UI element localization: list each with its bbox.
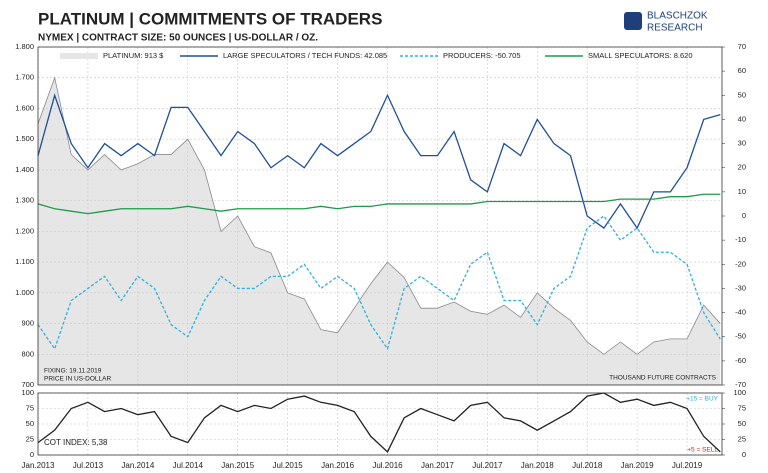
y2-tick-label: 25 bbox=[738, 434, 746, 443]
y-tick-label: 1.500 bbox=[15, 134, 34, 143]
series-line bbox=[37, 93, 721, 230]
x-tick-label: Jul.2015 bbox=[273, 461, 304, 470]
annotation: COT INDEX: 5,38 bbox=[44, 438, 108, 447]
y2-tick-label: 0 bbox=[742, 450, 746, 459]
y2-tick-label: 0 bbox=[742, 211, 746, 220]
series-line bbox=[37, 392, 721, 453]
y-tick-label: 1.200 bbox=[15, 226, 34, 235]
x-tick-label: Jul.2016 bbox=[372, 461, 403, 470]
chart-title: PLATINUM | COMMITMENTS OF TRADERS bbox=[38, 9, 382, 28]
x-tick-label: Jul.2019 bbox=[672, 461, 703, 470]
y-tick-label: 100 bbox=[21, 388, 34, 397]
y2-tick-label: 20 bbox=[738, 163, 746, 172]
y-tick-label: 1.800 bbox=[15, 42, 34, 51]
area-fill bbox=[38, 77, 721, 386]
y2-tick-label: 50 bbox=[738, 90, 746, 99]
y2-tick-label: 60 bbox=[738, 66, 746, 75]
y2-tick-label: -70 bbox=[735, 380, 746, 389]
y2-tick-label: -10 bbox=[735, 235, 746, 244]
x-tick-label: Jul.2014 bbox=[173, 461, 204, 470]
y2-tick-label: -60 bbox=[735, 356, 746, 365]
logo-text: RESEARCH bbox=[647, 23, 703, 34]
y-tick-label: 1.600 bbox=[15, 103, 34, 112]
plot-frame bbox=[37, 392, 723, 456]
x-tick-label: Jan.2016 bbox=[321, 461, 354, 470]
x-tick-label: Jul.2013 bbox=[73, 461, 104, 470]
y2-tick-label: -20 bbox=[735, 259, 746, 268]
y-tick-label: 1.700 bbox=[15, 73, 34, 82]
logo: BLASCHZOK RESEARCH bbox=[624, 11, 708, 34]
y-tick-label: 1.400 bbox=[15, 165, 34, 174]
x-tick-label: Jul.2017 bbox=[472, 461, 503, 470]
y-tick-label: 800 bbox=[21, 349, 34, 358]
legend-label: PRODUCERS: -50.705 bbox=[443, 51, 521, 60]
y-tick-label: 75 bbox=[26, 403, 34, 412]
y-tick-label: 0 bbox=[30, 450, 34, 459]
legend-label: PLATINUM: 913 $ bbox=[103, 51, 164, 60]
y2-tick-label: 30 bbox=[738, 139, 746, 148]
y-tick-label: 900 bbox=[21, 319, 34, 328]
y2-tick-label: 100 bbox=[733, 388, 746, 397]
y2-tick-label: 75 bbox=[738, 403, 746, 412]
legend-swatch bbox=[60, 53, 98, 59]
y2-tick-label: 50 bbox=[738, 419, 746, 428]
legend-label: SMALL SPECULATORS: 8.620 bbox=[588, 51, 693, 60]
y2-tick-label: 70 bbox=[738, 42, 746, 51]
y2-tick-label: 10 bbox=[738, 187, 746, 196]
x-tick-label: Jul.2018 bbox=[572, 461, 603, 470]
x-tick-label: Jan.2017 bbox=[421, 461, 454, 470]
y-tick-label: 50 bbox=[26, 419, 34, 428]
logo-icon bbox=[624, 12, 642, 30]
y2-tick-label: -50 bbox=[735, 332, 746, 341]
plot-frame bbox=[37, 46, 723, 386]
y-tick-label: 1.300 bbox=[15, 196, 34, 205]
y-tick-label: 25 bbox=[26, 434, 34, 443]
series-line bbox=[37, 215, 721, 351]
chart-subtitle: NYMEX | CONTRACT SIZE: 50 OUNCES | US-DO… bbox=[38, 33, 318, 44]
annotation: +15 = BUY bbox=[686, 396, 718, 403]
x-tick-label: Jan.2018 bbox=[521, 461, 554, 470]
y-tick-label: 1.000 bbox=[15, 288, 34, 297]
annotation: THOUSAND FUTURE CONTRACTS bbox=[609, 375, 717, 382]
annotation: +5 = SELL bbox=[687, 447, 718, 454]
y2-tick-label: -40 bbox=[735, 308, 746, 317]
y2-tick-label: 40 bbox=[738, 114, 746, 123]
y-tick-label: 700 bbox=[21, 380, 34, 389]
x-tick-label: Jan.2015 bbox=[221, 461, 254, 470]
x-tick-label: Jan.2019 bbox=[621, 461, 654, 470]
annotation: FIXING: 19.11.2019 bbox=[44, 368, 102, 375]
legend-label: LARGE SPECULATORS / TECH FUNDS: 42.085 bbox=[223, 51, 387, 60]
series-line bbox=[37, 193, 721, 215]
logo-text: BLASCHZOK bbox=[647, 11, 708, 22]
series-line bbox=[37, 76, 721, 355]
y-tick-label: 1.100 bbox=[15, 257, 34, 266]
x-tick-label: Jan.2013 bbox=[22, 461, 55, 470]
x-tick-label: Jan.2014 bbox=[121, 461, 154, 470]
annotation: PRICE IN US-DOLLAR bbox=[44, 376, 111, 383]
y2-tick-label: -30 bbox=[735, 283, 746, 292]
